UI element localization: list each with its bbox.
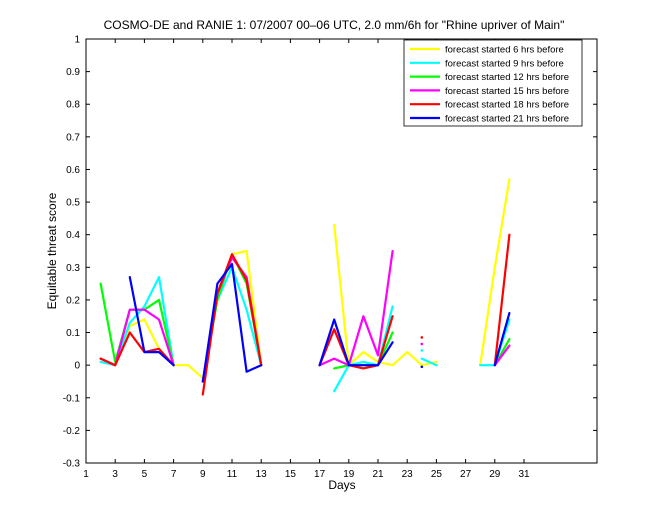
data-point-marker bbox=[420, 349, 424, 352]
legend-label: forecast started 18 hrs before bbox=[445, 100, 569, 111]
y-tick-label: 0.9 bbox=[66, 67, 80, 78]
y-tick-label: 1 bbox=[74, 35, 80, 46]
y-tick-label: -0.2 bbox=[63, 426, 81, 437]
x-tick-label: 31 bbox=[518, 469, 530, 480]
x-tick-label: 21 bbox=[372, 469, 384, 480]
x-tick-label: 13 bbox=[256, 469, 268, 480]
y-axis-label: Equitable threat score bbox=[45, 192, 59, 309]
x-tick-label: 23 bbox=[402, 469, 414, 480]
legend: forecast started 6 hrs before forecast st… bbox=[403, 39, 583, 127]
x-tick-label: 3 bbox=[112, 469, 118, 480]
y-axis: -0.3 -0.2 -0.1 0 0.1 0.2 0.3 0.4 0.5 0.6 0.7 0.8 0.9… bbox=[63, 35, 597, 470]
series-layer bbox=[99, 178, 511, 396]
x-axis-label: Days bbox=[328, 478, 355, 492]
series-line-1 bbox=[99, 178, 511, 380]
x-tick-label: 11 bbox=[227, 469, 238, 480]
y-tick-label: -0.3 bbox=[63, 459, 81, 470]
x-tick-label: 27 bbox=[460, 469, 472, 480]
x-tick-label: 5 bbox=[142, 469, 148, 480]
y-tick-label: 0.1 bbox=[66, 328, 80, 339]
legend-label: forecast started 21 hrs before bbox=[445, 114, 569, 125]
series-line-6 bbox=[128, 262, 511, 383]
x-tick-label: 29 bbox=[489, 469, 501, 480]
x-axis: 1 3 5 7 9 11 13 15 17 19 21 23 25 27 29 31 bbox=[83, 39, 530, 480]
y-tick-label: 0.3 bbox=[66, 263, 80, 274]
x-tick-label: 25 bbox=[431, 469, 443, 480]
legend-label: forecast started 15 hrs before bbox=[445, 86, 569, 97]
y-tick-label: 0.5 bbox=[66, 198, 80, 209]
y-tick-label: 0.7 bbox=[66, 132, 80, 143]
x-tick-label: 19 bbox=[343, 469, 355, 480]
x-tick-label: 17 bbox=[314, 469, 326, 480]
x-tick-label: 9 bbox=[200, 469, 206, 480]
y-tick-label: 0.6 bbox=[66, 165, 80, 176]
y-tick-label: 0.4 bbox=[66, 230, 80, 241]
y-tick-label: 0.8 bbox=[66, 100, 80, 111]
legend-label: forecast started 6 hrs before bbox=[445, 45, 564, 56]
y-tick-label: -0.1 bbox=[63, 393, 81, 404]
series-line-5 bbox=[99, 233, 511, 396]
y-tick-label: 0 bbox=[74, 361, 80, 372]
chart-title: COSMO-DE and RANIE 1: 07/2007 00–06 UTC,… bbox=[104, 18, 565, 32]
legend-label: forecast started 12 hrs before bbox=[445, 72, 569, 83]
y-tick-label: 0.2 bbox=[66, 295, 80, 306]
data-point-marker bbox=[420, 336, 424, 339]
x-tick-label: 7 bbox=[171, 469, 177, 480]
x-tick-label: 1 bbox=[83, 469, 89, 480]
legend-box bbox=[403, 39, 583, 127]
marker-layer bbox=[420, 336, 424, 369]
legend-label: forecast started 9 hrs before bbox=[445, 58, 564, 69]
data-point-marker bbox=[420, 342, 424, 346]
x-tick-label: 15 bbox=[285, 469, 297, 480]
data-point-marker bbox=[420, 365, 424, 369]
legend-items: forecast started 6 hrs before forecast st… bbox=[410, 45, 569, 125]
